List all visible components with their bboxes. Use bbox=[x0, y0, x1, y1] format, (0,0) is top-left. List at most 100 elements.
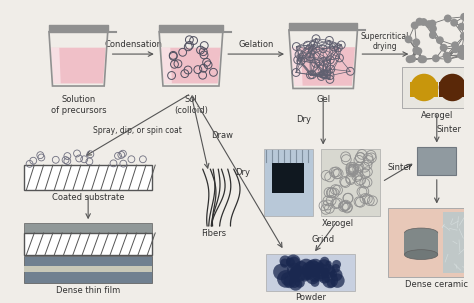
Ellipse shape bbox=[404, 250, 438, 259]
Bar bbox=[404, 233, 438, 255]
Circle shape bbox=[312, 263, 328, 279]
Circle shape bbox=[418, 55, 425, 63]
Circle shape bbox=[412, 46, 420, 54]
Circle shape bbox=[277, 270, 295, 288]
FancyBboxPatch shape bbox=[25, 256, 152, 283]
Circle shape bbox=[306, 271, 319, 284]
FancyBboxPatch shape bbox=[321, 149, 380, 216]
Circle shape bbox=[327, 279, 336, 288]
Circle shape bbox=[302, 262, 317, 277]
Circle shape bbox=[298, 259, 314, 275]
Circle shape bbox=[319, 273, 330, 284]
Circle shape bbox=[306, 261, 321, 276]
Text: Draw: Draw bbox=[211, 131, 234, 140]
Circle shape bbox=[281, 272, 294, 286]
Circle shape bbox=[309, 270, 320, 282]
Circle shape bbox=[280, 258, 289, 268]
Ellipse shape bbox=[404, 228, 438, 238]
FancyBboxPatch shape bbox=[388, 208, 474, 277]
Bar bbox=[272, 163, 303, 193]
Circle shape bbox=[408, 55, 416, 63]
Polygon shape bbox=[161, 48, 220, 83]
Circle shape bbox=[443, 52, 450, 60]
Circle shape bbox=[322, 272, 338, 288]
Circle shape bbox=[291, 267, 301, 277]
Circle shape bbox=[286, 255, 301, 269]
FancyBboxPatch shape bbox=[443, 212, 474, 273]
Circle shape bbox=[317, 259, 331, 274]
Polygon shape bbox=[51, 48, 106, 83]
Text: Condensation: Condensation bbox=[104, 40, 162, 49]
Circle shape bbox=[440, 44, 447, 52]
Circle shape bbox=[330, 269, 343, 281]
Text: Grind: Grind bbox=[312, 235, 335, 244]
Circle shape bbox=[298, 269, 311, 281]
Circle shape bbox=[304, 263, 319, 277]
Circle shape bbox=[289, 268, 300, 279]
Circle shape bbox=[290, 270, 300, 281]
Text: Dense thin film: Dense thin film bbox=[56, 286, 120, 295]
Text: Dry: Dry bbox=[235, 168, 250, 177]
Circle shape bbox=[294, 261, 308, 275]
FancyBboxPatch shape bbox=[25, 223, 152, 233]
Circle shape bbox=[289, 278, 302, 291]
Circle shape bbox=[458, 45, 466, 52]
Circle shape bbox=[310, 278, 319, 287]
Text: Aerogel: Aerogel bbox=[420, 111, 453, 120]
Circle shape bbox=[312, 267, 327, 281]
Text: Dense ceramic: Dense ceramic bbox=[405, 280, 468, 289]
Text: Spray, dip, or spin coat: Spray, dip, or spin coat bbox=[93, 126, 182, 135]
FancyBboxPatch shape bbox=[25, 233, 152, 255]
Circle shape bbox=[326, 261, 332, 267]
Circle shape bbox=[444, 55, 452, 63]
Polygon shape bbox=[161, 48, 172, 83]
Circle shape bbox=[429, 25, 437, 33]
Circle shape bbox=[439, 74, 466, 101]
Circle shape bbox=[459, 52, 466, 60]
Circle shape bbox=[286, 258, 295, 267]
Circle shape bbox=[306, 260, 319, 273]
Circle shape bbox=[327, 266, 335, 275]
FancyBboxPatch shape bbox=[401, 67, 472, 108]
Circle shape bbox=[294, 278, 305, 288]
Circle shape bbox=[451, 42, 459, 49]
Circle shape bbox=[320, 257, 329, 266]
Circle shape bbox=[331, 264, 340, 273]
Circle shape bbox=[452, 45, 459, 53]
Polygon shape bbox=[51, 48, 61, 83]
Circle shape bbox=[411, 22, 419, 29]
Circle shape bbox=[432, 55, 440, 62]
Text: Sol
(colloid): Sol (colloid) bbox=[174, 95, 208, 115]
Circle shape bbox=[416, 18, 423, 25]
Circle shape bbox=[307, 259, 324, 275]
Text: Coated substrate: Coated substrate bbox=[52, 193, 124, 202]
Circle shape bbox=[450, 19, 458, 27]
Circle shape bbox=[332, 260, 341, 269]
Circle shape bbox=[419, 18, 428, 26]
Text: Supercritical
drying: Supercritical drying bbox=[361, 32, 409, 51]
Text: Fibers: Fibers bbox=[201, 229, 226, 238]
Circle shape bbox=[444, 15, 452, 22]
Text: Dry: Dry bbox=[296, 115, 311, 125]
FancyBboxPatch shape bbox=[25, 266, 152, 272]
Circle shape bbox=[410, 74, 438, 101]
Circle shape bbox=[273, 264, 290, 280]
Circle shape bbox=[280, 255, 291, 267]
Circle shape bbox=[283, 276, 296, 288]
Circle shape bbox=[303, 268, 315, 280]
FancyBboxPatch shape bbox=[264, 149, 313, 216]
Circle shape bbox=[419, 55, 427, 63]
Circle shape bbox=[289, 265, 306, 282]
Circle shape bbox=[320, 268, 330, 278]
Circle shape bbox=[406, 55, 413, 63]
Text: Powder: Powder bbox=[295, 293, 326, 302]
Circle shape bbox=[324, 277, 330, 283]
Text: Solution
of precursors: Solution of precursors bbox=[51, 95, 106, 115]
Circle shape bbox=[460, 32, 468, 40]
Circle shape bbox=[425, 20, 433, 28]
FancyBboxPatch shape bbox=[25, 165, 152, 190]
Circle shape bbox=[289, 276, 301, 288]
FancyBboxPatch shape bbox=[417, 148, 456, 175]
Circle shape bbox=[428, 20, 436, 28]
Circle shape bbox=[317, 262, 324, 269]
